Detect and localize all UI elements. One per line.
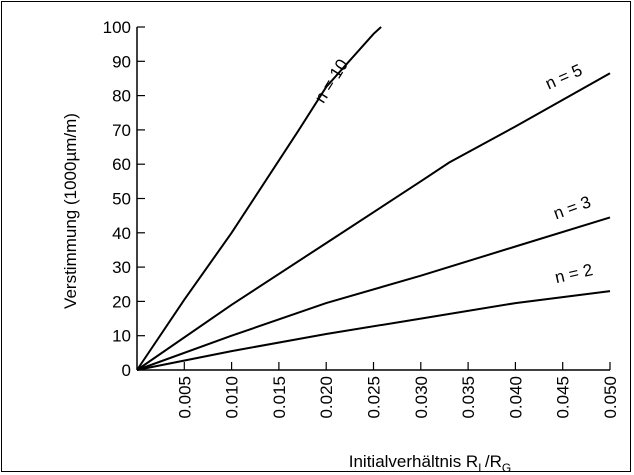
x-tick-label: 0.050 <box>601 376 620 419</box>
series-label-0: n = 2 <box>553 260 595 287</box>
x-tick-label: 0.020 <box>317 376 336 419</box>
x-tick-label: 0.015 <box>270 376 289 419</box>
x-tick-label: 0.010 <box>223 376 242 419</box>
y-tick-label: 40 <box>112 224 131 243</box>
y-tick-label: 60 <box>112 155 131 174</box>
x-tick-label: 0.025 <box>365 376 384 419</box>
x-tick-label: 0.035 <box>459 376 478 419</box>
labels: 0 10 20 30 40 50 60 70 80 90 100 0.005 0.010 0.015 0.0… <box>103 18 620 419</box>
series-line-0 <box>136 290 611 371</box>
y-tick-label: 90 <box>112 52 131 71</box>
y-tick-label: 30 <box>112 258 131 277</box>
series-line-1 <box>136 216 611 371</box>
x-tick-label: 0.030 <box>412 376 431 419</box>
x-tick-label: 0.040 <box>506 376 525 419</box>
y-tick-label: 0 <box>122 361 131 380</box>
y-tick-label: 10 <box>112 327 131 346</box>
x-axis-title-main: Initialverhältnis R <box>349 452 478 471</box>
y-tick-label: 50 <box>112 190 131 209</box>
series-line-2 <box>136 72 611 371</box>
y-axis-title: Verstimmung (1000µm/m) <box>61 113 80 309</box>
x-axis-title-sub-l: L <box>478 461 485 475</box>
x-tick-label: 0.005 <box>175 376 194 419</box>
y-tick-label: 70 <box>112 121 131 140</box>
y-tick-label: 20 <box>112 292 131 311</box>
axes <box>136 26 611 371</box>
x-tick-label: 0.045 <box>554 376 573 419</box>
series-label-1: n = 3 <box>551 192 593 223</box>
x-axis-title: Initialverhältnis RL/RG <box>349 452 511 475</box>
series-label-2: n = 5 <box>542 61 585 94</box>
x-axis-title-slash: /R <box>485 452 502 471</box>
y-tick-label: 100 <box>103 18 131 37</box>
series-label-3: n = 10 <box>311 56 352 107</box>
curves <box>136 26 611 371</box>
x-axis-title-sub-g: G <box>502 461 511 475</box>
series-line-3 <box>136 26 382 371</box>
y-tick-label: 80 <box>112 87 131 106</box>
